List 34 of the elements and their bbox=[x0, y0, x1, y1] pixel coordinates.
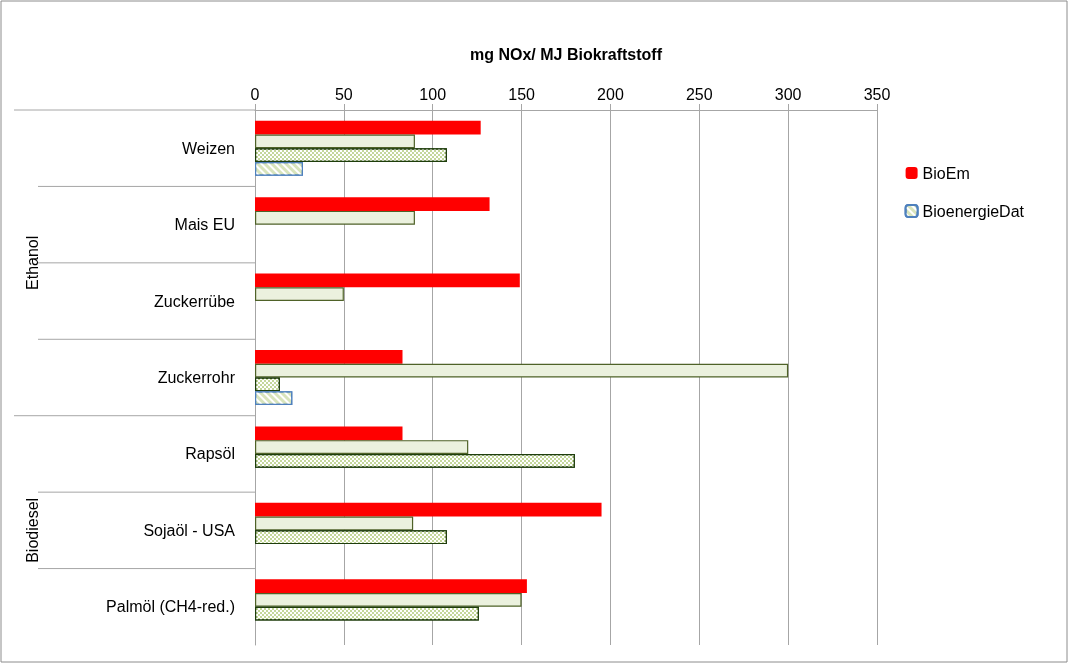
legend-label: BioEm bbox=[922, 164, 970, 182]
x-tick-label: 250 bbox=[685, 85, 713, 103]
x-tick-label: 300 bbox=[774, 85, 802, 103]
y-tick-label: Palmöl (CH4-red.) bbox=[106, 598, 235, 616]
y-tick-label: Zuckerrübe bbox=[154, 292, 236, 310]
x-tick-label: 0 bbox=[250, 85, 260, 103]
y-tick-label: Rapsöl bbox=[185, 445, 235, 463]
bar bbox=[255, 502, 602, 517]
y-tick-label: Zuckerrohr bbox=[157, 369, 236, 386]
y-tick-label: Sojaöl - USA bbox=[143, 521, 236, 539]
bar bbox=[255, 426, 403, 441]
x-axis-title: mg NOx/ MJ Biokraftstoff bbox=[469, 45, 663, 63]
bar bbox=[255, 197, 490, 211]
bar bbox=[255, 287, 344, 302]
y-tick-label: Mais EU bbox=[174, 216, 235, 234]
bar bbox=[255, 134, 415, 149]
x-tick-label: 50 bbox=[334, 85, 353, 103]
bar bbox=[255, 349, 403, 364]
text: Biodiesel bbox=[23, 497, 41, 563]
x-tick-label: 100 bbox=[419, 85, 447, 103]
x-tick-label: 150 bbox=[508, 85, 536, 103]
bar bbox=[255, 440, 469, 454]
bar bbox=[255, 579, 527, 594]
x-tick-label: 350 bbox=[863, 85, 891, 103]
x-tick-label: 200 bbox=[597, 85, 624, 103]
bar bbox=[255, 516, 414, 531]
bar bbox=[255, 210, 415, 225]
bar bbox=[255, 273, 520, 288]
text: Ethanol bbox=[23, 235, 41, 290]
bar bbox=[255, 363, 789, 378]
bar bbox=[255, 120, 481, 135]
y-tick-label: Weizen bbox=[181, 139, 235, 157]
bar bbox=[255, 593, 522, 607]
legend-label: BioenergieDat bbox=[922, 202, 1025, 220]
